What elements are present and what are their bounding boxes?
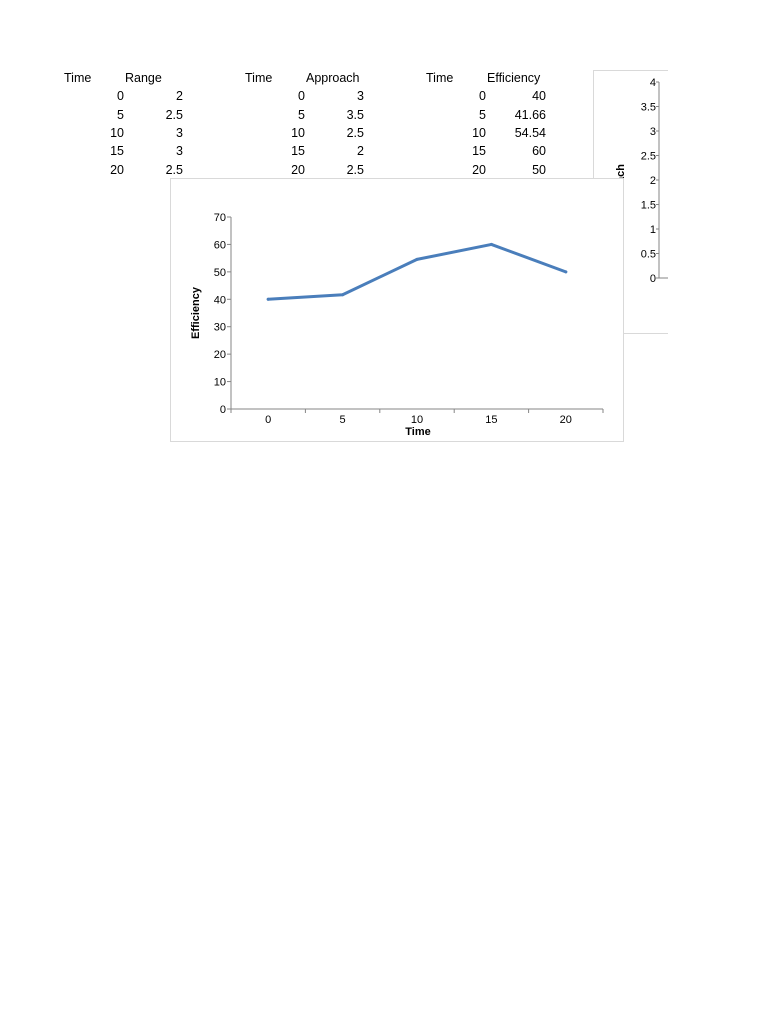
data-point bbox=[341, 293, 345, 297]
x-tick-label: 0 bbox=[265, 414, 271, 426]
y-tick-label: 4 bbox=[650, 77, 656, 89]
x-tick-label: 15 bbox=[485, 414, 497, 426]
x-tick-label: 5 bbox=[340, 414, 346, 426]
y-tick-label: 2.5 bbox=[641, 151, 656, 163]
table-3-cell: 41.66 bbox=[514, 107, 546, 122]
x-axis-title: Time bbox=[405, 426, 430, 438]
y-tick-label: 0 bbox=[220, 404, 226, 416]
y-tick-label: 50 bbox=[214, 267, 226, 279]
table-1-cell: 15 bbox=[110, 144, 124, 159]
y-tick-label: 3 bbox=[650, 126, 656, 138]
table-3-cell: 15 bbox=[472, 144, 486, 159]
table-1-cell: 2.5 bbox=[165, 107, 183, 122]
y-tick-label: 0 bbox=[650, 273, 656, 285]
table-3-cell: 5 bbox=[479, 107, 486, 122]
table-2-header-approach: Approach bbox=[306, 71, 360, 85]
data-point bbox=[266, 297, 270, 301]
y-tick-label: 70 bbox=[214, 212, 226, 224]
table-2-cell: 5 bbox=[298, 107, 305, 122]
table-3-cell: 40 bbox=[532, 89, 546, 104]
efficiency-chart-svg: 0 10 20 30 40 50 60 70 0 5 10 15 20 Time Efficiency bbox=[190, 212, 604, 438]
table-2-cell: 0 bbox=[298, 89, 305, 104]
table-1-cell: 0 bbox=[117, 89, 124, 104]
table-1-cell: 2 bbox=[176, 89, 183, 104]
table-2-cell: 3.5 bbox=[346, 107, 364, 122]
table-1-cell: 5 bbox=[117, 107, 124, 122]
data-point bbox=[415, 257, 419, 261]
table-1-header-time: Time bbox=[64, 71, 92, 85]
y-tick-label: 30 bbox=[214, 322, 226, 334]
y-tick-label: 1.5 bbox=[641, 200, 656, 212]
table-3-cell: 54.54 bbox=[514, 125, 546, 140]
y-tick-label: 0.5 bbox=[641, 249, 656, 261]
y-tick-label: 60 bbox=[214, 239, 226, 251]
table-2-cell: 2.5 bbox=[346, 125, 364, 140]
table-1-cell: 10 bbox=[110, 125, 124, 140]
table-3-header-efficiency: Efficiency bbox=[487, 71, 541, 85]
table-3-cell: 20 bbox=[472, 162, 486, 177]
data-point bbox=[489, 242, 493, 246]
table-1-cell: 2.5 bbox=[165, 162, 183, 177]
table-1-cell: 3 bbox=[176, 144, 183, 159]
table-2-cell: 2.5 bbox=[346, 162, 364, 177]
table-2-cell: 2 bbox=[357, 144, 364, 159]
y-tick-label: 20 bbox=[214, 349, 226, 361]
y-tick-label: 40 bbox=[214, 294, 226, 306]
table-3-cell: 60 bbox=[532, 144, 546, 159]
table-1-cell: 20 bbox=[110, 162, 124, 177]
table-1-cell: 3 bbox=[176, 125, 183, 140]
y-axis-title: Efficiency bbox=[190, 286, 202, 339]
y-tick-label: 3.5 bbox=[641, 102, 656, 114]
table-2-cell: 15 bbox=[291, 144, 305, 159]
table-3-cell: 50 bbox=[532, 162, 546, 177]
x-tick-label: 10 bbox=[411, 414, 423, 426]
data-point bbox=[564, 270, 568, 274]
table-2-cell: 3 bbox=[357, 89, 364, 104]
efficiency-chart: 0 10 20 30 40 50 60 70 0 5 10 15 20 Time Efficiency bbox=[170, 178, 624, 442]
y-tick-label: 10 bbox=[214, 377, 226, 389]
table-3-header-time: Time bbox=[426, 71, 454, 85]
y-tick-label: 2 bbox=[650, 175, 656, 187]
table-2-cell: 10 bbox=[291, 125, 305, 140]
series-line-0 bbox=[266, 242, 568, 301]
x-tick-label: 20 bbox=[560, 414, 572, 426]
table-2-header-time: Time bbox=[245, 71, 273, 85]
table-3-cell: 0 bbox=[479, 89, 486, 104]
table-2-cell: 20 bbox=[291, 162, 305, 177]
y-tick-label: 1 bbox=[650, 224, 656, 236]
table-1-header-range: Range bbox=[125, 71, 162, 85]
table-3-cell: 10 bbox=[472, 125, 486, 140]
